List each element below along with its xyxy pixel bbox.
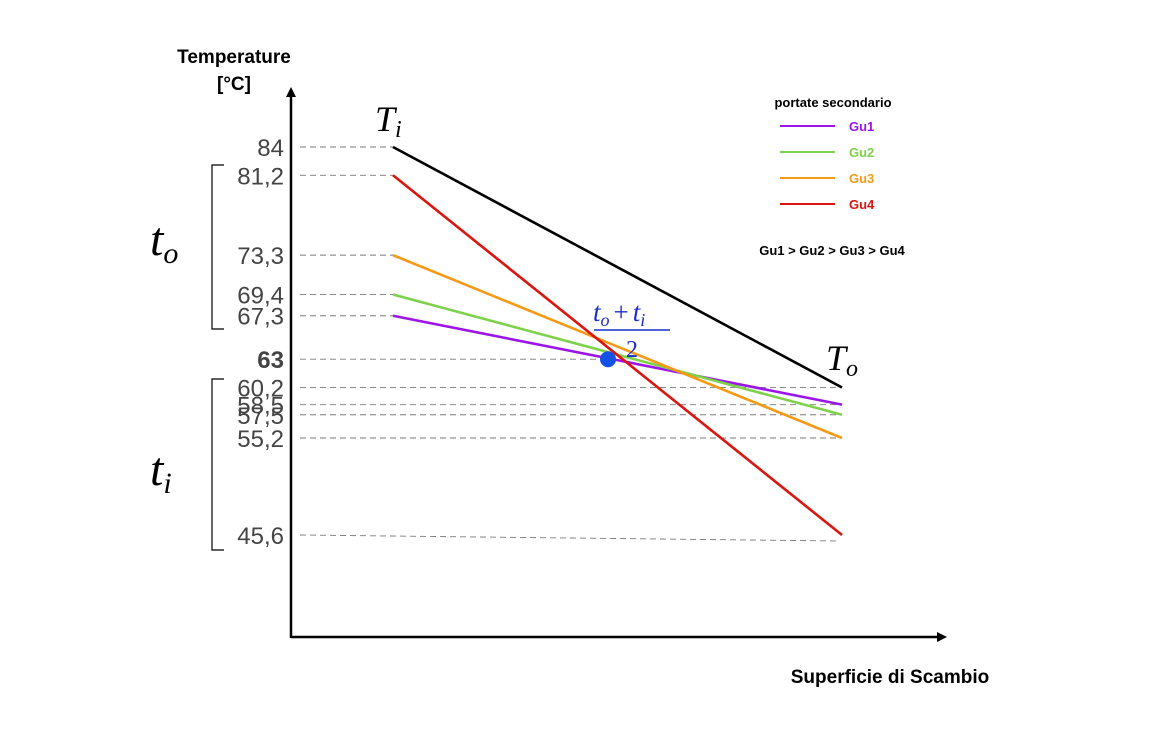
x-axis-title: Superficie di Scambio — [791, 667, 990, 688]
y-tick-label-5: 63 — [257, 347, 284, 374]
legend-label-Gu2: Gu2 — [849, 145, 874, 160]
to-bracket — [211, 164, 224, 330]
y-tick-label-7: 58,5 — [237, 393, 284, 420]
Ti-label: Ti — [375, 99, 402, 143]
legend-label-Gu1: Gu1 — [849, 119, 874, 134]
series-lines — [392, 145, 843, 537]
series-line-Ti-To — [392, 145, 843, 389]
y-axis-title-line1: Temperature — [177, 47, 291, 68]
gridline-10 — [299, 534, 841, 542]
to-bracket-label: to — [150, 213, 178, 270]
y-tick-label-6: 60,2 — [237, 375, 284, 402]
y-tick-label-3: 69,4 — [237, 283, 284, 310]
mean-formula-numerator: to + ti — [593, 297, 645, 330]
y-tick-label-4: 67,3 — [237, 304, 284, 331]
series-line-Gu1 — [392, 314, 843, 406]
series-line-Gu3 — [392, 253, 843, 440]
y-axis-title-line2: [°C] — [217, 74, 251, 95]
y-tick-label-8: 57,5 — [237, 403, 284, 430]
y-tick-label-2: 73,3 — [237, 243, 284, 270]
flow-order-note: Gu1 > Gu2 > Gu3 > Gu4 — [759, 243, 905, 258]
ti-bracket-label: ti — [150, 443, 172, 500]
legend: portate secondario Gu1 Gu2 Gu3 Gu4 — [774, 95, 891, 212]
y-tick-label-9: 55,2 — [237, 426, 284, 453]
mean-temperature-point — [600, 351, 616, 368]
y-tick-label-10: 45,6 — [237, 523, 284, 550]
y-tick-label-1: 81,2 — [237, 163, 284, 190]
legend-label-Gu3: Gu3 — [849, 171, 874, 186]
mean-formula-denominator: 2 — [626, 337, 638, 363]
series-line-Gu4 — [392, 174, 843, 537]
ti-bracket — [211, 378, 224, 551]
mean-formula: to + ti 2 — [593, 297, 670, 363]
legend-title: portate secondario — [774, 95, 891, 110]
To-label: To — [826, 338, 858, 382]
y-tick-label-0: 84 — [257, 135, 284, 162]
legend-label-Gu4: Gu4 — [849, 197, 875, 212]
